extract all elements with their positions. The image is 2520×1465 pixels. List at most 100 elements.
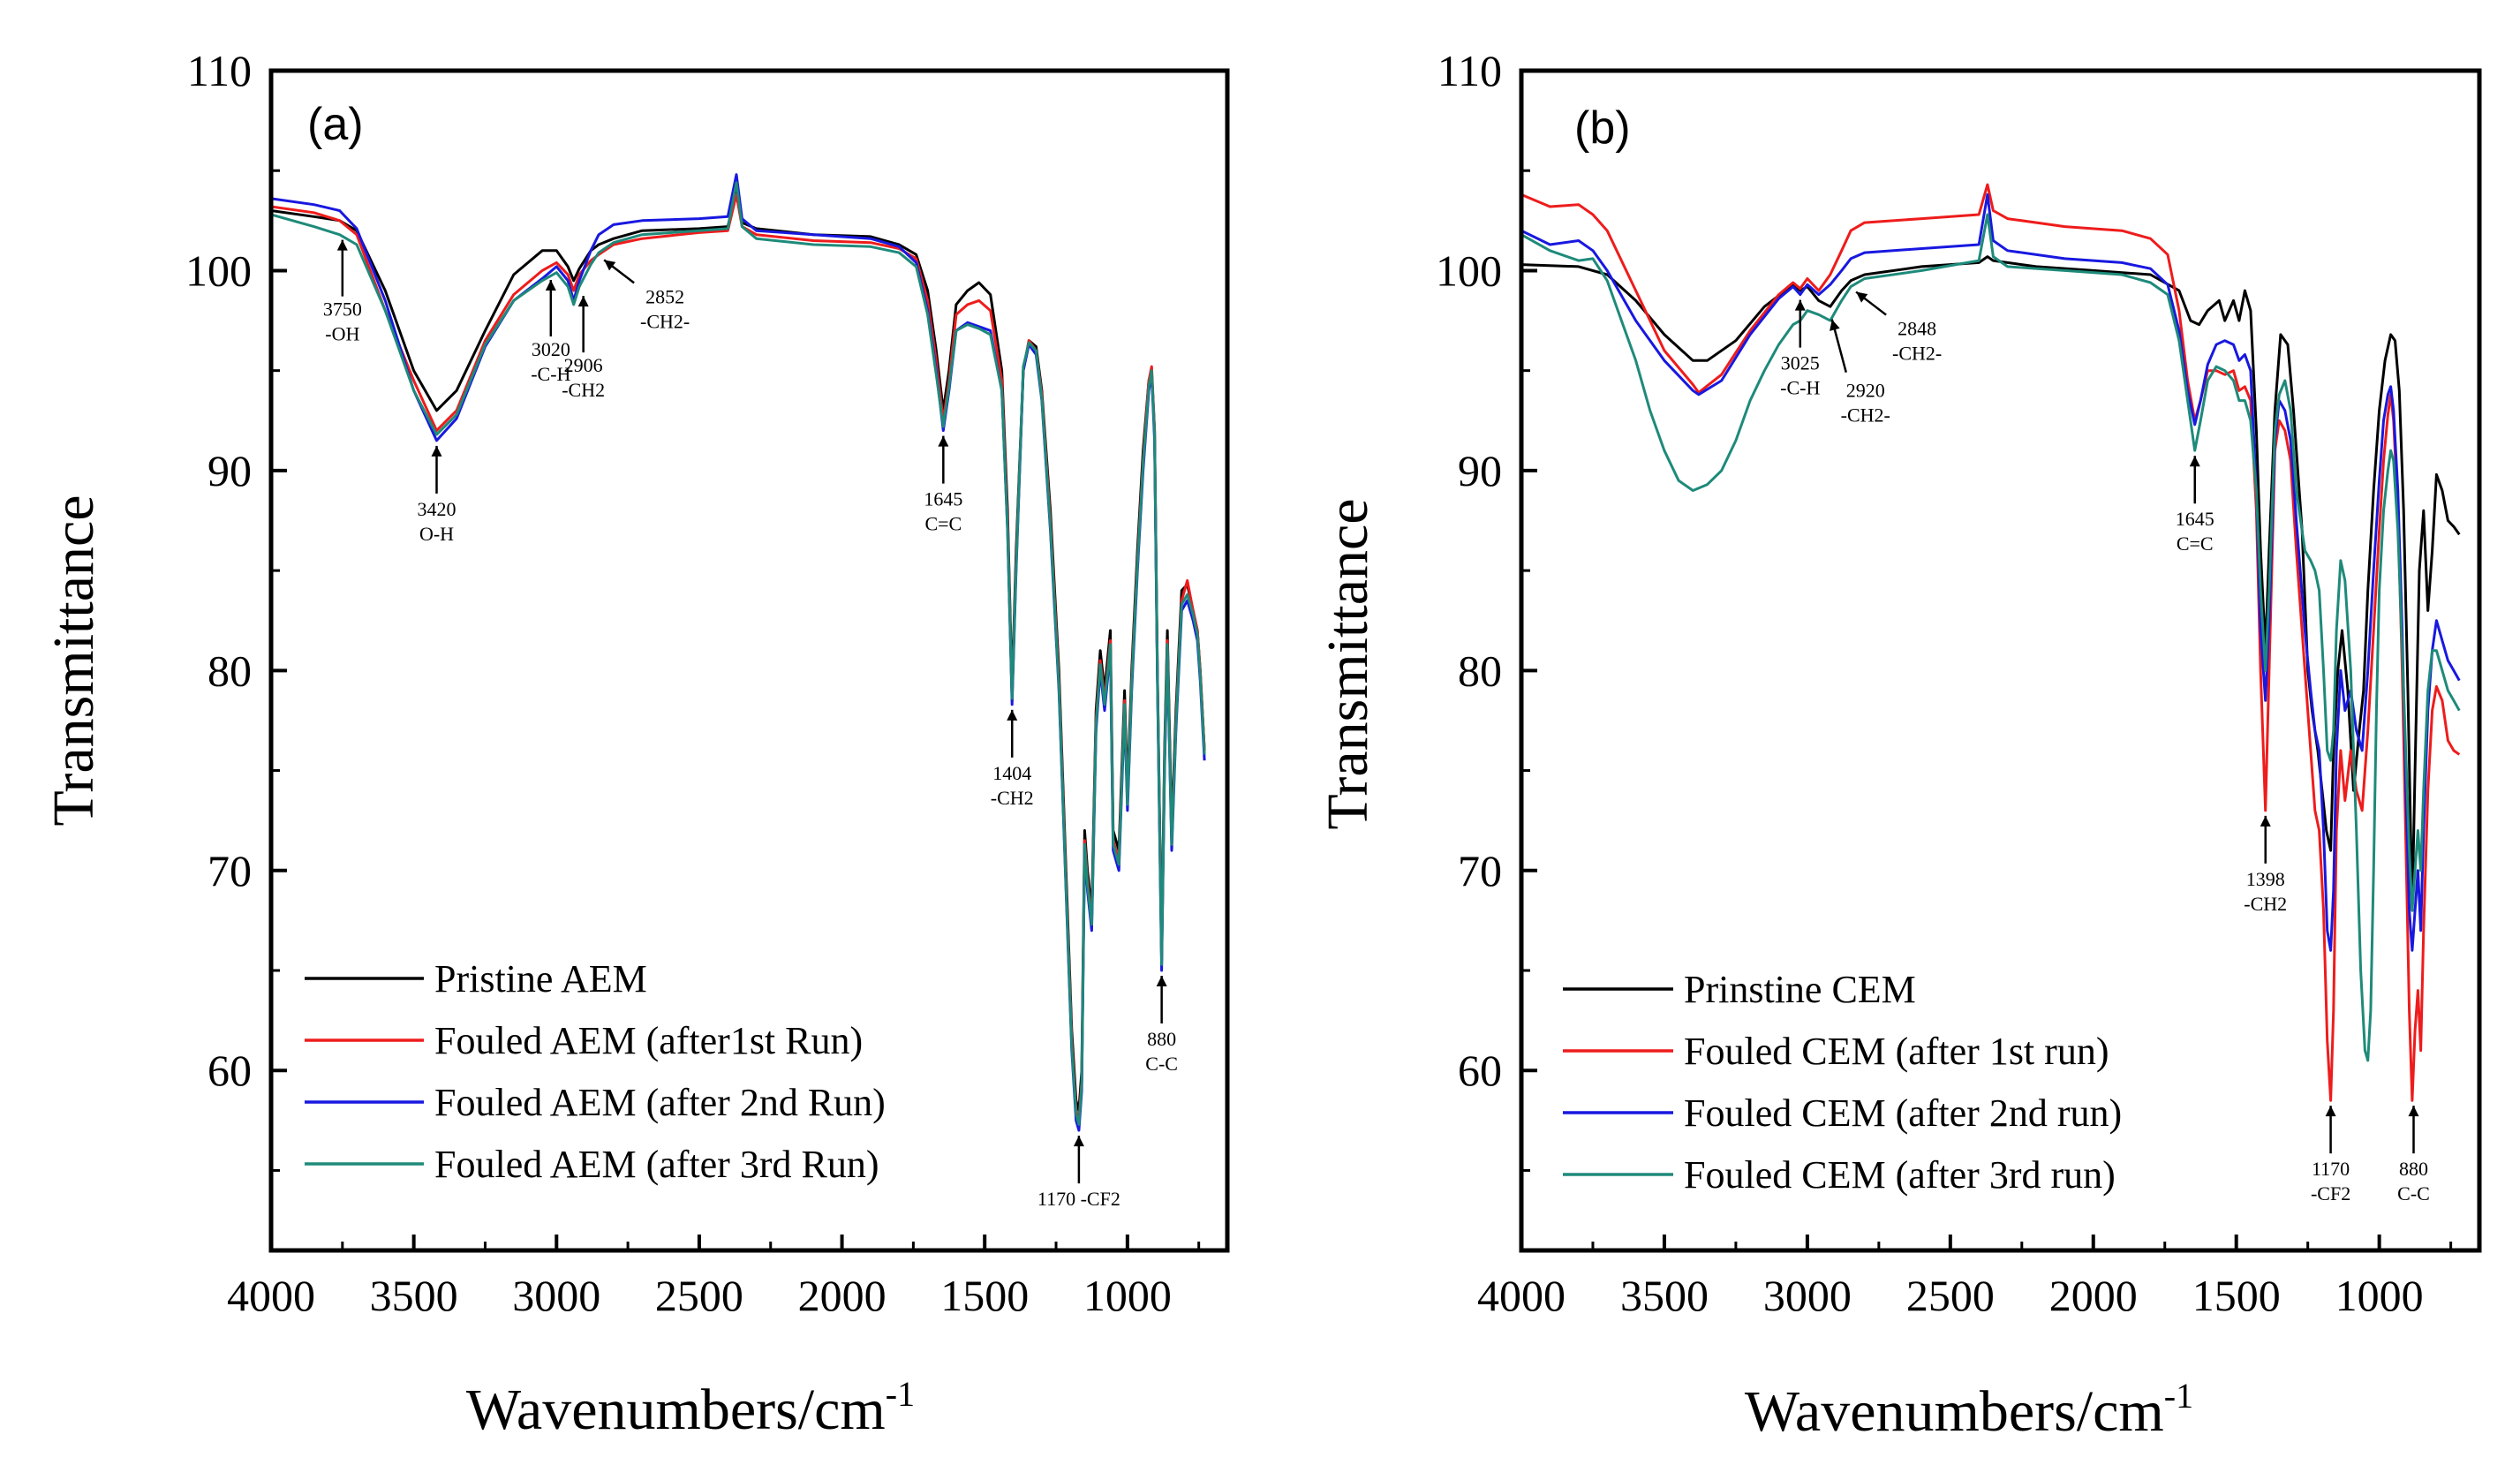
x-tick-label: 4000: [1477, 1271, 1566, 1320]
annotation-group: -CH2: [2244, 893, 2287, 915]
y-tick-label: 60: [207, 1046, 252, 1095]
legend-label: Prinstine CEM: [1684, 968, 1916, 1011]
annotation-wavenumber: 2852: [645, 285, 684, 307]
annotation-arrow-head: [2189, 456, 2200, 467]
y-tick-label: 100: [185, 245, 252, 295]
x-tick-label: 2000: [798, 1271, 887, 1320]
annotation-wavenumber: 880: [2399, 1158, 2428, 1180]
annotation-arrow-head: [336, 239, 348, 251]
plot-frame: [1519, 68, 2482, 1253]
x-tick-label: 3500: [370, 1271, 458, 1320]
x-axis-title-sup: -1: [886, 1374, 915, 1414]
annotation-group: C-C: [2397, 1182, 2430, 1204]
annotation-group: -OH: [325, 323, 359, 345]
annotation-wavenumber: 2906: [564, 354, 603, 376]
x-tick-label: 2000: [2049, 1271, 2138, 1320]
annotation-arrow-head: [1856, 291, 1868, 303]
annotation-arrow-head: [1007, 709, 1018, 721]
annotation-arrow-head: [577, 296, 589, 307]
x-tick-label: 2500: [1906, 1271, 1995, 1320]
legend-label: Pristine AEM: [434, 957, 647, 1001]
annotation-arrow-head: [2260, 815, 2271, 827]
peak-annotation: 1170-CF2: [2311, 1106, 2350, 1204]
y-tick-label: 110: [1437, 46, 1502, 95]
peak-annotation: 2852 -CH2-: [603, 259, 690, 332]
peak-annotation: 3750-OH: [323, 239, 362, 345]
series-line-1: [271, 189, 1206, 1112]
x-tick-label: 3000: [512, 1271, 600, 1320]
annotation-group: C=C: [2177, 532, 2214, 555]
annotation-arrow-head: [2325, 1106, 2336, 1117]
annotation-arrow-head: [1830, 319, 1840, 331]
y-axis-title: Transmittance: [41, 495, 106, 826]
annotation-wavenumber: 1645: [2176, 508, 2214, 530]
x-tick-label: 2500: [655, 1271, 743, 1320]
annotation-group: C=C: [924, 513, 962, 535]
series-line-4: [271, 181, 1206, 1126]
x-axis-title-sup: -1: [2164, 1376, 2193, 1416]
annotation-wavenumber: 1404: [992, 762, 1031, 784]
annotation-arrow-head: [1794, 299, 1806, 311]
annotation-group: -CH2-: [1892, 343, 1942, 365]
legend-label: Fouled AEM (after1st Run): [434, 1019, 863, 1062]
annotation-group: O-H: [419, 523, 454, 545]
x-tick-label: 1500: [940, 1271, 1029, 1320]
legend-label: Fouled AEM (after 2nd Run): [434, 1081, 886, 1124]
x-tick-label: 3500: [1620, 1271, 1709, 1320]
peak-annotation: 3420 O-H: [418, 445, 456, 545]
annotation-arrow-head: [2408, 1106, 2419, 1117]
peak-annotation: 1645 C=C: [924, 435, 962, 535]
peak-annotation: 1170 -CF2: [1037, 1136, 1120, 1210]
y-tick-label: 90: [1458, 446, 1502, 495]
annotation-group: -C-H: [531, 363, 570, 385]
legend-label: Fouled CEM (after 1st run): [1684, 1030, 2109, 1073]
annotation-wavenumber: 1645: [924, 488, 962, 510]
peak-annotation: 2848 -CH2-: [1855, 291, 1942, 365]
peak-annotation: 1404 -CH2: [991, 709, 1034, 809]
legend: Pristine AEM Fouled AEM (after1st Run) Fou…: [305, 957, 886, 1186]
annotation-wavenumber: 1170: [2312, 1158, 2350, 1180]
annotation-wavenumber: 2848: [1898, 318, 1936, 340]
annotation-wavenumber: 880: [1147, 1028, 1176, 1050]
annotation-wavenumber: 3025: [1781, 352, 1820, 374]
y-tick-label: 110: [187, 46, 252, 95]
annotation-arrow-head: [1073, 1136, 1084, 1147]
annotation-group: -CH2: [991, 787, 1034, 809]
annotation-group: -CH2-: [1841, 404, 1890, 427]
legend-label: Fouled CEM (after 3rd run): [1684, 1153, 2116, 1197]
y-axis-title: Transmittance: [1316, 498, 1380, 829]
panel-label: (b): [1574, 102, 1631, 154]
x-tick-label: 1000: [1083, 1271, 1172, 1320]
legend-label: Fouled AEM (after 3rd Run): [434, 1143, 879, 1186]
plot-frame: [268, 68, 1230, 1253]
series-line-3: [271, 173, 1206, 1132]
y-tick-label: 80: [1458, 646, 1502, 695]
legend: Prinstine CEM Fouled CEM (after 1st run) F…: [1563, 968, 2122, 1197]
y-tick-label: 80: [207, 646, 252, 695]
annotation-wavenumber: 3750: [323, 298, 362, 321]
peak-annotation: 1398 -CH2: [2244, 815, 2287, 915]
panel-b: 3025-C-H 2920-CH2-2848-CH2-1645C=C1398-CH…: [1316, 46, 2482, 1444]
annotation-group: -CH2: [562, 379, 605, 401]
annotation-wavenumber: 3420: [418, 498, 456, 520]
annotation-arrow-head: [604, 260, 616, 271]
x-tick-label: 3000: [1763, 1271, 1852, 1320]
peak-annotation: 2906 -CH2: [562, 296, 605, 401]
annotation-arrow-head: [938, 435, 949, 447]
x-axis-title-text: Wavenumbers/cm: [466, 1378, 886, 1442]
annotation-wavenumber: 1398: [2246, 868, 2285, 890]
annotation-arrow-head: [545, 279, 556, 291]
annotation-group: -C-H: [1780, 377, 1820, 399]
series-line-2: [271, 193, 1206, 1122]
annotation-group: -CF2: [2311, 1182, 2350, 1204]
annotation-arrow-head: [1156, 975, 1167, 986]
annotation-wavenumber: 3020: [532, 338, 570, 360]
y-tick-label: 90: [207, 446, 252, 495]
y-tick-label: 70: [1458, 846, 1502, 895]
panel-label: (a): [307, 99, 364, 150]
annotation-wavenumber: 2920: [1846, 380, 1885, 402]
